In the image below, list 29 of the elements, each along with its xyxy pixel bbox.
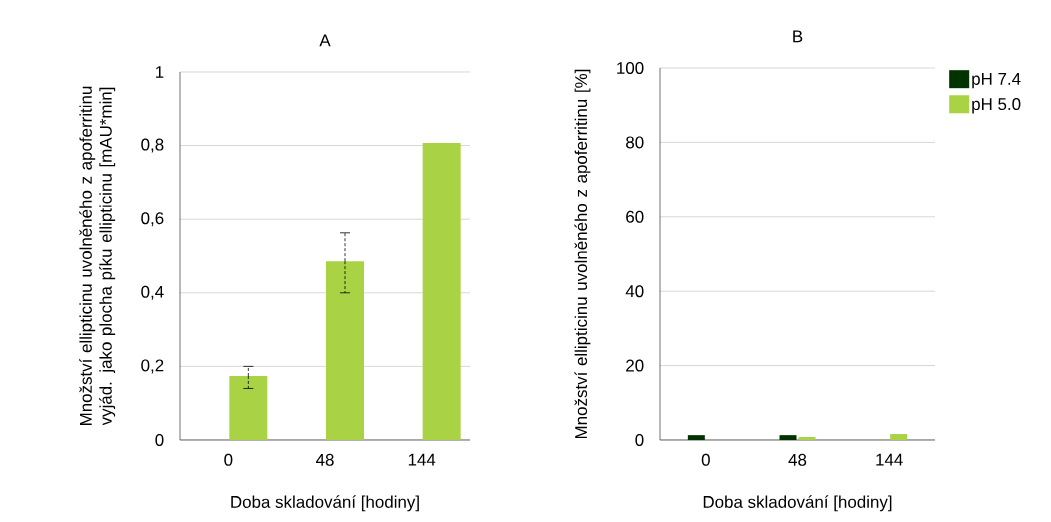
y-tick-label: 0 (155, 433, 164, 446)
y-tick-label: 0 (635, 433, 644, 446)
chart-title: B (793, 30, 803, 43)
x-axis-title: Doba skladování [hodiny] (703, 495, 892, 512)
y-tick-label: 40 (625, 285, 644, 298)
x-tick-label: 0 (701, 453, 710, 466)
x-tick-label: 48 (315, 453, 334, 466)
x-tick-label: 144 (408, 453, 436, 466)
x-axis-title: Doba skladování [hodiny] (231, 495, 419, 512)
y-axis-title: Množství ellipticinu uvolněného z apoferritinu [%] (574, 69, 591, 439)
y-tick-label: 0,4 (141, 285, 164, 300)
y-tick-label: 0,6 (141, 212, 164, 227)
y-tick-label: 0,2 (141, 359, 164, 374)
y-tick-label: 100 (617, 61, 644, 74)
bar (326, 261, 365, 440)
legend-label: pH 7.4 (972, 73, 1021, 89)
x-tick-label: 48 (788, 453, 807, 466)
y-tick-label: 1 (156, 66, 164, 78)
bar (229, 375, 268, 440)
chart-title: A (319, 34, 331, 47)
y-axis-title: Množství ellipticinu uvolněného z apoferritinu vyjád. jako plocha píku ellipticinu [mAU*min] (79, 86, 116, 426)
y-tick-label: 20 (626, 359, 644, 372)
y-tick-label: 60 (626, 210, 644, 223)
x-tick-label: 144 (876, 453, 903, 466)
y-tick-label: 80 (626, 136, 644, 149)
bar (422, 143, 461, 440)
legend-label: pH 5.0 (972, 98, 1021, 114)
y-tick-label: 0,8 (141, 138, 164, 153)
x-tick-label: 0 (224, 453, 233, 466)
